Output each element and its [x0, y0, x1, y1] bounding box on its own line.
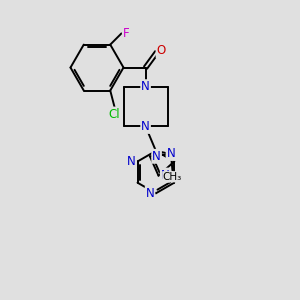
Text: F: F	[123, 27, 130, 40]
Text: O: O	[157, 44, 166, 57]
Text: N: N	[141, 80, 150, 93]
Text: N: N	[141, 120, 150, 133]
Text: Cl: Cl	[109, 108, 121, 121]
Text: N: N	[167, 147, 175, 160]
Text: N: N	[152, 150, 161, 163]
Text: N: N	[161, 169, 170, 182]
Text: N: N	[127, 155, 136, 168]
Text: CH₃: CH₃	[163, 172, 182, 182]
Text: N: N	[146, 187, 154, 200]
